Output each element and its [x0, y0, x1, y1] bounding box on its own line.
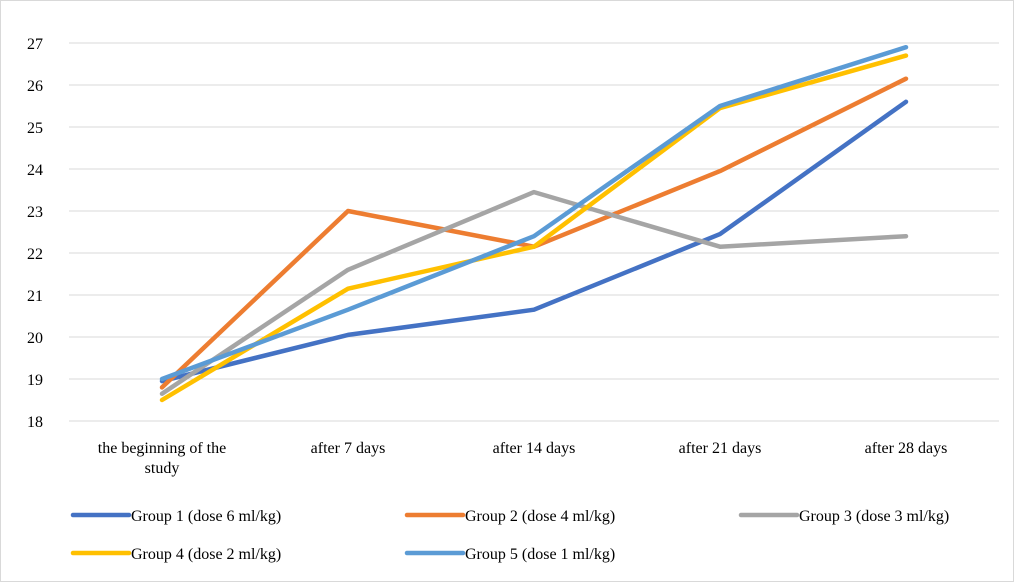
series-line-group-4	[159, 53, 909, 403]
y-tick-label: 26	[27, 78, 43, 95]
legend-item-group-4: Group 4 (dose 2 ml/kg)	[70, 546, 281, 563]
legend-item-group-2: Group 2 (dose 4 ml/kg)	[404, 508, 615, 525]
y-tick-label: 20	[27, 330, 43, 347]
x-axis-ticks: the beginning of the study after 7 days aft…	[98, 440, 948, 477]
y-tick-label: 21	[27, 288, 43, 305]
legend-item-group-5: Group 5 (dose 1 ml/kg)	[404, 546, 615, 563]
x-tick-label: after 21 days	[679, 440, 762, 457]
y-tick-label: 23	[27, 204, 43, 221]
legend-item-group-1: Group 1 (dose 6 ml/kg)	[70, 508, 281, 525]
legend-label: Group 2 (dose 4 ml/kg)	[465, 508, 615, 525]
y-tick-label: 25	[27, 120, 43, 137]
x-tick-label: after 14 days	[493, 440, 576, 457]
series-line-group-1	[159, 99, 909, 384]
legend: Group 1 (dose 6 ml/kg) Group 2 (dose 4 ml…	[70, 508, 949, 563]
x-tick-label: the beginning of the study	[98, 440, 226, 477]
series-line-group-2	[159, 76, 909, 390]
y-tick-label: 22	[27, 246, 43, 263]
legend-label: Group 4 (dose 2 ml/kg)	[131, 546, 281, 563]
y-tick-label: 27	[27, 36, 43, 53]
gridlines	[69, 42, 999, 422]
legend-label: Group 1 (dose 6 ml/kg)	[131, 508, 281, 525]
y-axis-ticks: 18 19 20 21 22 23 24 25 26 27	[27, 36, 43, 431]
y-tick-label: 24	[27, 162, 43, 179]
x-tick-label: after 28 days	[865, 440, 948, 457]
x-tick-label: after 7 days	[311, 440, 386, 457]
legend-item-group-3: Group 3 (dose 3 ml/kg)	[738, 508, 949, 525]
series-line-group-5	[159, 44, 909, 382]
legend-label: Group 5 (dose 1 ml/kg)	[465, 546, 615, 563]
series-lines	[159, 44, 909, 403]
y-tick-label: 19	[27, 372, 43, 389]
series-line-group-3	[159, 189, 909, 396]
legend-label: Group 3 (dose 3 ml/kg)	[799, 508, 949, 525]
y-tick-label: 18	[27, 414, 43, 431]
